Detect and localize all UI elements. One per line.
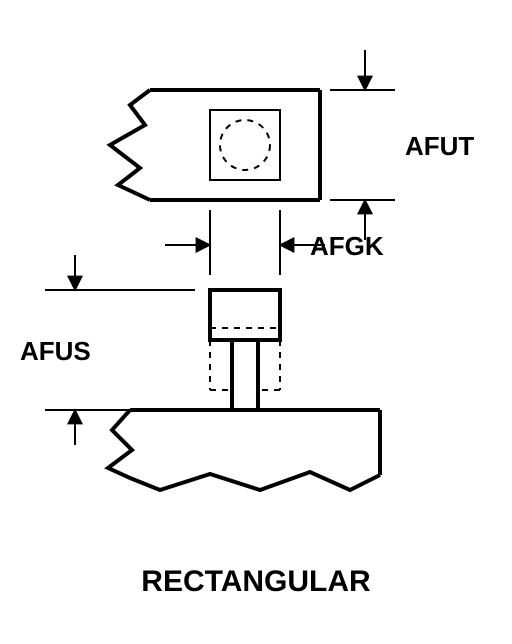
label-afgk: AFGK: [310, 231, 384, 261]
label-afut: AFUT: [405, 131, 474, 161]
diagram-title: RECTANGULAR: [0, 565, 512, 599]
label-afus: AFUS: [20, 336, 91, 366]
